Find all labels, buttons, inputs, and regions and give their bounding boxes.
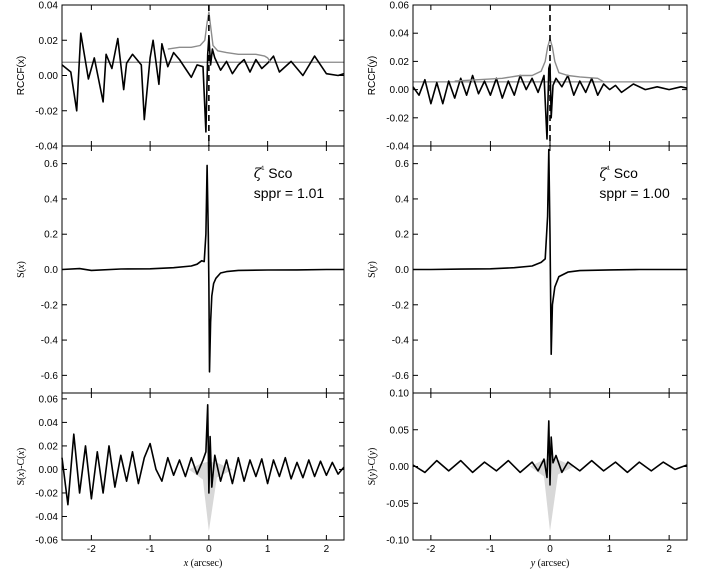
y-tick-label: -0.04 (35, 512, 58, 523)
y-tick-label: 0.06 (390, 1, 410, 12)
y-tick-label: -0.4 (392, 336, 410, 347)
error-band (188, 461, 233, 532)
y-tick-label: 0.00 (390, 462, 410, 473)
y-tick-label: 0.04 (390, 29, 410, 40)
error-band (530, 458, 574, 532)
x-tick-label: 2 (324, 544, 330, 555)
y-tick-label: 0.05 (390, 425, 410, 436)
y-tick-label: 0.00 (39, 465, 59, 476)
y-tick-label: 0.2 (44, 230, 58, 241)
y-tick-label: 0.6 (44, 159, 58, 170)
y-tick-label: 0.0 (44, 265, 58, 276)
series-line-1 (61, 32, 345, 133)
x-tick-label: -2 (87, 544, 96, 555)
y-axis-label: RCCF(x) (16, 56, 27, 95)
star-annotation: ζ¹ Sco (599, 164, 638, 182)
x-tick-label: -1 (146, 544, 155, 555)
x-axis-label: x (arcsec) (183, 558, 223, 569)
y-tick-label: 0.04 (39, 1, 59, 12)
y-tick-label: -0.02 (386, 113, 409, 124)
left-panel-top: -0.04 -0.02 0.00 0.02 0.04 (35, 1, 345, 153)
y-tick-label: -0.06 (35, 536, 58, 547)
y-axis-label: S(x)-C(x) (16, 448, 27, 486)
x-tick-label: 1 (607, 544, 613, 555)
y-axis-label: RCCF(y) (367, 56, 378, 95)
series-line-1 (413, 148, 687, 355)
x-axis-label: y (arcsec) (530, 558, 570, 569)
y-tick-label: -0.6 (41, 371, 59, 382)
x-tick-label: 2 (666, 544, 672, 555)
series-line-1 (412, 63, 688, 140)
right-panel-middle: -0.6 -0.4 -0.2 0.0 0.2 0.4 0.6 (392, 145, 688, 394)
y-tick-label: -0.6 (392, 371, 410, 382)
right-panel-top: -0.04 -0.02 0.00 0.02 0.04 0.06 (386, 1, 688, 153)
panel-frame (61, 392, 345, 541)
y-tick-label: 0.02 (39, 441, 59, 452)
x-tick-label: 1 (265, 544, 271, 555)
y-tick-label: -0.02 (35, 106, 58, 117)
y-tick-label: 0.10 (390, 389, 410, 400)
y-tick-label: 0.06 (39, 394, 59, 405)
y-tick-label: 0.00 (390, 85, 410, 96)
x-tick-label: -1 (486, 544, 495, 555)
x-tick-label: 0 (547, 544, 553, 555)
y-tick-label: 0.00 (39, 71, 59, 82)
y-tick-label: 0.2 (395, 230, 409, 241)
y-tick-label: 0.04 (39, 418, 59, 429)
series-line-1 (61, 404, 345, 506)
right-panel-bottom: -0.10 -0.05 0.00 0.05 0.10 -2 -1 0 1 2 (386, 389, 688, 555)
y-tick-label: 0.02 (390, 57, 410, 68)
y-tick-label: 0.4 (395, 194, 409, 205)
y-tick-label: -0.05 (386, 499, 409, 510)
sppr-annotation: sppr = 1.00 (599, 185, 670, 201)
star-annotation: ζ¹ Sco (254, 164, 293, 182)
y-tick-label: -0.2 (392, 300, 410, 311)
sppr-annotation: sppr = 1.01 (254, 185, 325, 201)
x-tick-label: -2 (426, 544, 435, 555)
x-tick-label: 0 (206, 544, 212, 555)
y-axis-label: S(y) (367, 261, 378, 278)
series-line-2 (454, 38, 604, 83)
y-tick-label: -0.02 (35, 488, 58, 499)
series-line-1 (61, 164, 344, 373)
y-tick-label: -0.04 (35, 142, 58, 153)
left-panel-middle: -0.6 -0.4 -0.2 0.0 0.2 0.4 0.6 (41, 145, 345, 394)
series-line-2 (167, 11, 272, 63)
y-tick-label: -0.04 (386, 142, 409, 153)
y-axis-label: S(x) (16, 261, 27, 278)
y-tick-label: -0.2 (41, 300, 59, 311)
y-tick-label: 0.02 (39, 36, 59, 47)
y-tick-label: 0.4 (44, 194, 58, 205)
series-line-1 (412, 420, 688, 486)
y-tick-label: -0.10 (386, 536, 409, 547)
left-panel-bottom: -0.06 -0.04 -0.02 0.00 0.02 0.04 0.06 -2 -1 0 1 2 (35, 392, 345, 555)
y-tick-label: 0.6 (395, 159, 409, 170)
y-axis-label: S(y)-C(y) (367, 448, 378, 486)
y-tick-label: 0.0 (395, 265, 409, 276)
y-tick-label: -0.4 (41, 336, 59, 347)
